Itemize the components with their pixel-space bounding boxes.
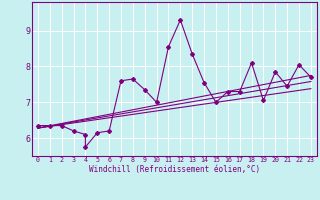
X-axis label: Windchill (Refroidissement éolien,°C): Windchill (Refroidissement éolien,°C) — [89, 165, 260, 174]
